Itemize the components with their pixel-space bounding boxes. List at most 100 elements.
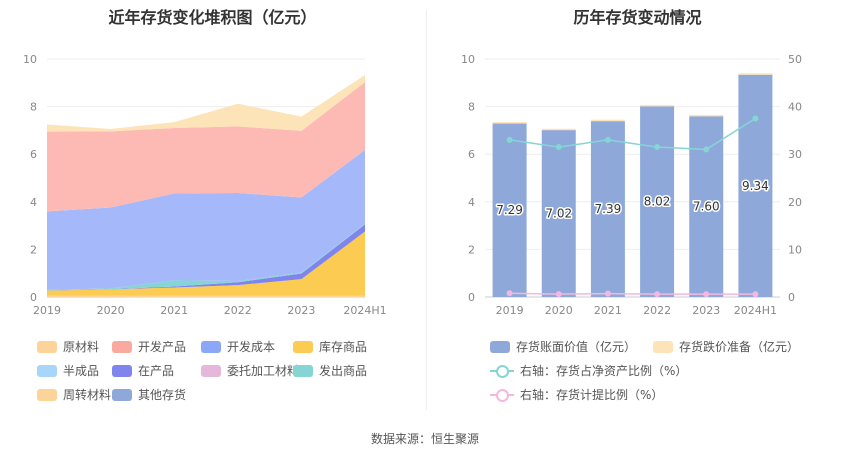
left-legend-item[interactable]: 其他存货 — [112, 386, 186, 403]
right-y2-tick-label: 20 — [788, 196, 802, 209]
right-y2-tick-label: 0 — [788, 291, 795, 304]
area-series-开发成本 — [47, 149, 365, 290]
legend-label: 在产品 — [138, 364, 175, 378]
bar-data-label: 9.34 — [742, 179, 769, 193]
left-chart-title: 近年存货变化堆积图（亿元） — [108, 8, 317, 27]
legend-swatch — [37, 364, 57, 377]
line-point — [604, 136, 611, 143]
bar-data-label-halo: 8.02 — [644, 195, 671, 209]
area-series-原材料 — [47, 74, 365, 132]
bar-impairment-provision — [738, 73, 773, 75]
left-x-tick-label: 2023 — [287, 304, 315, 317]
right-legend-item[interactable]: 右轴：存货占净资产比例（%） — [490, 362, 687, 379]
left-legend-item[interactable]: 委托加工材料 — [201, 362, 299, 379]
left-legend-item[interactable]: 开发成本 — [201, 338, 275, 355]
legend-swatch — [37, 388, 57, 401]
left-y-tick-label: 2 — [30, 243, 37, 256]
right-y2-tick-label: 40 — [788, 101, 802, 114]
legend-label: 存货跌价准备（亿元） — [679, 340, 800, 354]
area-series-开发产品 — [47, 82, 365, 212]
right-chart-title: 历年存货变动情况 — [573, 8, 702, 27]
bar-data-label: 8.02 — [644, 195, 671, 209]
bar-impairment-provision — [590, 119, 625, 122]
bar-book-value — [541, 129, 576, 297]
legend-swatch — [112, 364, 132, 377]
legend-swatch — [293, 340, 313, 353]
left-y-tick-label: 8 — [30, 101, 37, 114]
legend-swatch — [37, 340, 57, 353]
right-x-tick-label: 2024H1 — [734, 304, 777, 317]
left-y-tick-label: 10 — [23, 53, 37, 66]
legend-label: 右轴：存货计提比例（%） — [520, 388, 664, 402]
right-y-tick-label: 4 — [468, 196, 475, 209]
right-legend-item[interactable]: 存货账面价值（亿元） — [490, 338, 636, 355]
legend-label: 原材料 — [63, 340, 100, 354]
bar-impairment-provision — [689, 114, 724, 117]
bar-data-label-halo: 9.34 — [742, 179, 769, 193]
right-y2-tick-label: 10 — [788, 243, 802, 256]
line-point — [703, 146, 710, 153]
left-legend-item[interactable]: 库存商品 — [293, 338, 367, 355]
legend-label: 右轴：存货占净资产比例（%） — [520, 364, 688, 378]
left-x-tick-label: 2020 — [97, 304, 125, 317]
legend-label: 半成品 — [63, 364, 100, 378]
bar-book-value — [640, 106, 675, 298]
right-x-tick-label: 2019 — [496, 304, 524, 317]
right-y-tick-label: 0 — [468, 291, 475, 304]
bar-data-label: 7.39 — [595, 202, 622, 216]
bar-data-label: 7.60 — [693, 200, 720, 214]
right-y2-tick-label: 50 — [788, 53, 802, 66]
legend-swatch — [490, 340, 510, 353]
right-x-tick-label: 2021 — [594, 304, 622, 317]
left-legend-item[interactable]: 在产品 — [112, 362, 174, 379]
right-x-tick-label: 2023 — [692, 304, 720, 317]
legend-label: 库存商品 — [319, 340, 368, 354]
right-x-tick-label: 2020 — [545, 304, 573, 317]
legend-label: 其他存货 — [138, 388, 187, 402]
legend-label: 发出商品 — [319, 364, 368, 378]
line-point — [654, 144, 661, 151]
left-x-tick-label: 2021 — [160, 304, 188, 317]
area-series-原材料 — [47, 295, 365, 297]
line-point — [604, 290, 611, 297]
line-point — [506, 136, 513, 143]
legend-swatch — [293, 364, 313, 377]
left-y-tick-label: 6 — [30, 148, 37, 161]
bar-impairment-provision — [640, 104, 675, 107]
line-point — [555, 144, 562, 151]
legend-swatch — [653, 340, 673, 353]
line-point — [703, 291, 710, 298]
right-x-tick-label: 2022 — [643, 304, 671, 317]
bar-book-value — [738, 74, 773, 297]
line-series-provision-ratio — [509, 292, 756, 295]
left-legend-item[interactable]: 原材料 — [37, 338, 99, 355]
bar-data-label-halo: 7.02 — [545, 206, 572, 220]
left-legend-item[interactable]: 开发产品 — [112, 338, 186, 355]
bar-data-label-halo: 7.29 — [496, 203, 523, 217]
data-source-note: 数据来源：恒生聚源 — [370, 432, 479, 446]
legend-label: 开发成本 — [227, 340, 276, 354]
line-point — [506, 290, 513, 297]
legend-label: 开发产品 — [138, 340, 187, 354]
left-y-tick-label: 4 — [30, 196, 37, 209]
left-legend-item[interactable]: 周转材料 — [37, 386, 111, 403]
bar-data-label-halo: 7.39 — [595, 202, 622, 216]
legend-swatch — [112, 388, 132, 401]
left-legend-item[interactable]: 发出商品 — [293, 362, 367, 379]
line-point — [654, 291, 661, 298]
bar-data-label: 7.29 — [496, 203, 523, 217]
left-legend-item[interactable]: 半成品 — [37, 362, 99, 379]
legend-line-marker — [490, 364, 514, 378]
right-legend-item[interactable]: 存货跌价准备（亿元） — [653, 338, 799, 355]
legend-label: 委托加工材料 — [227, 364, 300, 378]
line-point — [752, 115, 759, 122]
right-legend-item[interactable]: 右轴：存货计提比例（%） — [490, 386, 663, 403]
line-point — [752, 291, 759, 298]
legend-swatch — [201, 340, 221, 353]
left-y-tick-label: 0 — [30, 291, 37, 304]
legend-swatch — [201, 364, 221, 377]
legend-label: 周转材料 — [63, 388, 112, 402]
area-series-库存商品 — [47, 231, 365, 296]
bar-book-value — [492, 123, 527, 297]
